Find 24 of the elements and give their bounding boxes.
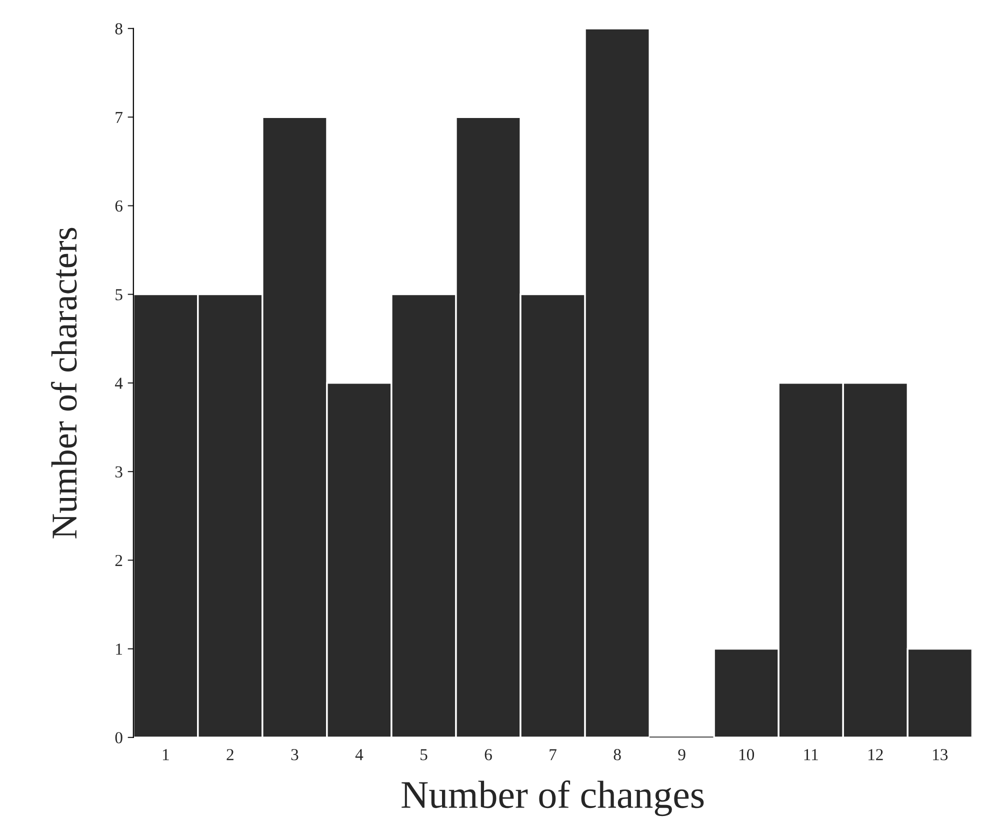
x-tick-label: 5: [420, 749, 428, 760]
x-tick-label: 13: [933, 749, 948, 760]
x-tick-label: 7: [550, 749, 556, 760]
y-tick-label: 5: [116, 289, 122, 300]
y-tick-label: 2: [115, 554, 122, 566]
x-tick-label: 3: [291, 749, 298, 760]
x-tick-label: 12: [868, 749, 883, 760]
x-tick-label: 10: [739, 749, 754, 760]
y-tick-label: 1: [116, 644, 122, 655]
x-tick-label: 2: [226, 749, 234, 760]
y-tick-label: 7: [116, 112, 123, 123]
y-tick-label: 0: [115, 732, 122, 744]
y-tick-label: 6: [115, 200, 122, 212]
x-tick-label: 8: [614, 749, 621, 760]
y-axis-title: Number of characters: [50, 228, 77, 538]
x-tick-label: 1: [162, 749, 169, 760]
y-tick-label: 4: [114, 378, 123, 389]
x-tick-label: 4: [355, 749, 364, 760]
x-tick-label: 9: [678, 749, 686, 760]
y-tick-label: 8: [115, 23, 122, 34]
y-tick-label: 3: [115, 466, 122, 478]
x-tick-label: 11: [804, 749, 818, 760]
x-tick-label: 6: [484, 749, 492, 760]
x-axis-title: Number of changes: [402, 780, 704, 816]
